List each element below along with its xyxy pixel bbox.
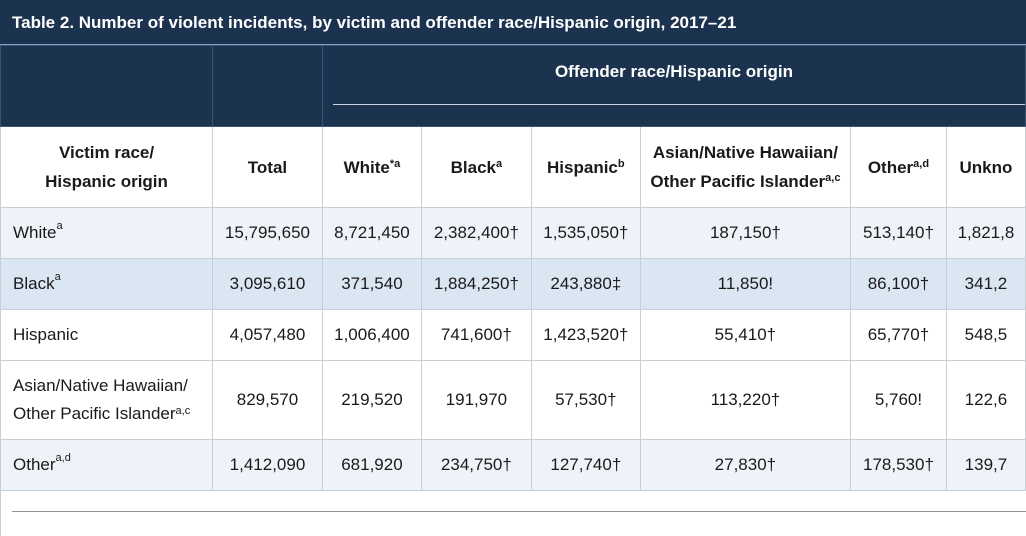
cell-other: 65,770† (850, 309, 947, 361)
cell-hispanic: 57,530† (530, 360, 641, 440)
blank-header-cell (0, 45, 214, 127)
cell-total: 4,057,480 (212, 309, 323, 361)
cell-hispanic: 1,423,520† (530, 309, 641, 361)
col-header-label: Total (247, 157, 288, 177)
row-label-text: Asian/Native Hawaiian/ (13, 376, 188, 395)
row-label-text: White (13, 223, 57, 242)
footnote-marker: b (617, 157, 625, 170)
data-table: Offender race/Hispanic origin Victim rac… (0, 45, 1026, 491)
offender-group-label: Offender race/Hispanic origin (554, 62, 793, 81)
offender-group-header: Offender race/Hispanic origin (321, 45, 1026, 127)
group-header-row: Offender race/Hispanic origin (0, 45, 1026, 127)
col-header-label: Unkno (959, 157, 1013, 177)
col-header-victim: Victim race/ Hispanic origin (0, 126, 214, 208)
table-title: Table 2. Number of violent incidents, by… (0, 0, 1026, 45)
col-header-white: White*a (321, 126, 422, 208)
cell-total: 3,095,610 (212, 258, 323, 310)
col-header-unknown: Unkno (945, 126, 1026, 208)
col-header-label: Other Pacific Islander (650, 172, 826, 191)
table-row: Asian/Native Hawaiian/Other Pacific Isla… (0, 360, 1026, 440)
footnote-marker: a,d (55, 452, 71, 464)
cell-unknown: 548,5 (945, 309, 1026, 361)
footer-divider (12, 511, 1026, 512)
table-footer (0, 491, 1026, 536)
cell-asian: 187,150† (639, 207, 852, 259)
blank-header-cell (212, 45, 323, 127)
row-label-text: Hispanic (13, 325, 79, 344)
table-row: Blacka 3,095,610 371,540 1,884,250† 243,… (0, 258, 1026, 310)
cell-white: 219,520 (321, 360, 422, 440)
cell-other: 5,760! (850, 360, 947, 440)
cell-unknown: 341,2 (945, 258, 1026, 310)
footnote-marker: a,c (825, 172, 841, 184)
cell-other: 513,140† (850, 207, 947, 259)
cell-white: 681,920 (321, 439, 422, 491)
cell-total: 829,570 (212, 360, 323, 440)
cell-black: 234,750† (420, 439, 532, 491)
cell-asian: 11,850! (639, 258, 852, 310)
cell-other: 178,530† (850, 439, 947, 491)
cell-asian: 113,220† (639, 360, 852, 440)
col-header-label: White (343, 157, 390, 177)
row-label: Blacka (0, 258, 214, 310)
cell-white: 8,721,450 (321, 207, 422, 259)
cell-asian: 27,830† (639, 439, 852, 491)
cell-unknown: 122,6 (945, 360, 1026, 440)
col-header-label: Hispanic origin (45, 172, 168, 191)
cell-hispanic: 243,880‡ (530, 258, 641, 310)
col-header-asian: Asian/Native Hawaiian/ Other Pacific Isl… (639, 126, 852, 208)
cell-white: 1,006,400 (321, 309, 422, 361)
table-row: Hispanic 4,057,480 1,006,400 741,600† 1,… (0, 309, 1026, 361)
row-label-text: Other Pacific Islander (13, 404, 176, 423)
footnote-marker: a,d (913, 157, 930, 170)
col-header-other: Othera,d (850, 126, 947, 208)
col-header-black: Blacka (420, 126, 532, 208)
cell-asian: 55,410† (639, 309, 852, 361)
cell-other: 86,100† (850, 258, 947, 310)
cell-black: 2,382,400† (420, 207, 532, 259)
cell-total: 15,795,650 (212, 207, 323, 259)
col-header-label: Asian/Native Hawaiian/ (652, 143, 838, 162)
row-label: Hispanic (0, 309, 214, 361)
col-header-label: Hispanic (547, 157, 618, 177)
cell-unknown: 139,7 (945, 439, 1026, 491)
footnote-marker: *a (389, 157, 401, 170)
footnote-marker: a (54, 271, 61, 283)
cell-black: 1,884,250† (420, 258, 532, 310)
footnote-marker: a (496, 157, 503, 170)
row-label-text: Other (13, 455, 56, 474)
cell-black: 191,970 (420, 360, 532, 440)
table-row: Othera,d 1,412,090 681,920 234,750† 127,… (0, 439, 1026, 491)
footnote-marker: a (56, 220, 63, 232)
col-header-hispanic: Hispanicb (530, 126, 641, 208)
cell-unknown: 1,821,8 (945, 207, 1026, 259)
row-label-text: Black (13, 274, 55, 293)
column-header-row: Victim race/ Hispanic origin Total White… (0, 126, 1026, 208)
table-row: Whitea 15,795,650 8,721,450 2,382,400† 1… (0, 207, 1026, 259)
cell-hispanic: 127,740† (530, 439, 641, 491)
cell-black: 741,600† (420, 309, 532, 361)
row-label: Asian/Native Hawaiian/Other Pacific Isla… (0, 360, 214, 440)
col-header-label: Victim race/ (58, 143, 155, 162)
col-header-label: Black (450, 157, 496, 177)
footnote-marker: a,c (175, 405, 191, 417)
cell-white: 371,540 (321, 258, 422, 310)
cell-total: 1,412,090 (212, 439, 323, 491)
cell-hispanic: 1,535,050† (530, 207, 641, 259)
row-label: Othera,d (0, 439, 214, 491)
col-header-total: Total (212, 126, 323, 208)
row-label: Whitea (0, 207, 214, 259)
col-header-label: Other (867, 157, 914, 177)
offender-group-underline (332, 104, 1025, 105)
